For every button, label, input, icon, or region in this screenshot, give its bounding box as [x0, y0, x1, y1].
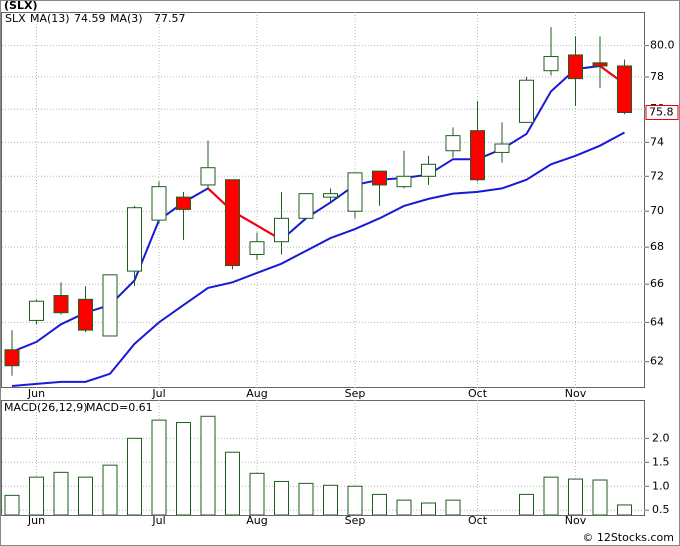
x-tick-label: Oct: [468, 387, 488, 400]
bar: [151, 419, 167, 515]
candle-body: [53, 295, 69, 314]
candle-body: [78, 298, 93, 331]
bar: [323, 484, 338, 515]
bar: [543, 476, 559, 515]
x-tick-label: Nov: [565, 387, 587, 400]
bar: [176, 422, 191, 515]
candle-body: [274, 217, 289, 243]
ma-line: [11, 131, 625, 387]
bar: [298, 482, 314, 515]
chart-title: (SLX): [4, 0, 37, 12]
bar: [200, 415, 216, 515]
x-tick-label: Jun: [27, 387, 45, 400]
price-panel: [1, 12, 645, 388]
plot: [4, 415, 632, 515]
y-tick-label: 68: [650, 240, 664, 253]
y-tick-label: 66: [650, 277, 664, 290]
y-tick-label: 1.5: [652, 455, 670, 468]
candle-body: [543, 56, 559, 72]
x-tick-label: Jul: [151, 387, 165, 400]
bar: [4, 494, 20, 515]
y-tick-label: 2.0: [652, 431, 670, 444]
x-tick-label: Aug: [246, 387, 267, 400]
macd-panel: [1, 400, 645, 516]
candle-body: [470, 130, 485, 181]
y-tick-label: 72: [650, 169, 664, 182]
x-tick-label: Jun: [27, 514, 45, 527]
candle-body: [102, 274, 118, 337]
candle-body: [592, 62, 608, 67]
candle-body: [445, 135, 461, 152]
y-tick-label: 62: [650, 355, 664, 368]
y-tick-label: 80.0: [650, 39, 675, 52]
candle-body: [298, 193, 314, 219]
y-tick-label: 78: [650, 70, 664, 83]
candle-body: [568, 54, 583, 80]
candle-body: [151, 186, 167, 221]
legend-value: 77.57: [154, 12, 186, 25]
credit: © 12Stocks.com: [582, 531, 674, 544]
bar: [445, 499, 461, 515]
bar: [29, 476, 44, 515]
candle-body: [519, 79, 534, 123]
y-tick-label: 64: [650, 315, 664, 328]
x-tick-label: Oct: [468, 514, 488, 527]
y-tick-label: 74: [650, 135, 664, 148]
x-tick-label: Sep: [345, 514, 366, 527]
y-tick-label: 0.5: [652, 503, 670, 516]
last-price-label: 75.8: [649, 106, 674, 119]
bar: [617, 504, 632, 515]
last-price-box: [645, 105, 679, 121]
candle-body: [249, 241, 265, 255]
candle-body: [347, 172, 363, 212]
bar: [519, 493, 534, 515]
legend-name: MA(3): [110, 12, 143, 25]
bar: [372, 493, 387, 515]
candle-body: [127, 207, 142, 272]
bar: [53, 471, 69, 515]
candle-body: [176, 196, 191, 210]
legend: MACD=0.61: [86, 401, 153, 414]
candle-body: [372, 170, 387, 186]
bar: [249, 472, 265, 515]
legend-name: MA(13): [30, 12, 70, 25]
candle-body: [4, 349, 20, 367]
bar: [568, 478, 583, 515]
candle-body: [323, 193, 338, 198]
x-tick-label: Aug: [246, 514, 267, 527]
bar: [225, 451, 240, 515]
plot: [4, 27, 632, 387]
y-tick-label: 70: [650, 204, 664, 217]
bar: [347, 485, 363, 515]
candle-body: [29, 300, 44, 321]
candle-body: [225, 179, 240, 267]
candle-body: [617, 65, 632, 114]
bar: [421, 502, 436, 515]
bar: [127, 437, 142, 515]
chart-title: MACD(26,12,9): [4, 401, 88, 414]
y-tick-label: 1.0: [652, 479, 670, 492]
x-tick-label: Sep: [345, 387, 366, 400]
candle-body: [421, 163, 436, 177]
candle-body: [396, 175, 412, 188]
bar: [102, 464, 118, 515]
candle-body: [200, 167, 216, 186]
x-tick-label: Nov: [565, 514, 587, 527]
bar: [592, 479, 608, 515]
candle-body: [494, 143, 510, 153]
legend-value: 74.59: [74, 12, 106, 25]
bar: [396, 499, 412, 515]
ticker: SLX: [5, 12, 26, 25]
x-tick-label: Jul: [151, 514, 165, 527]
bar: [274, 480, 289, 515]
bar: [78, 476, 93, 515]
